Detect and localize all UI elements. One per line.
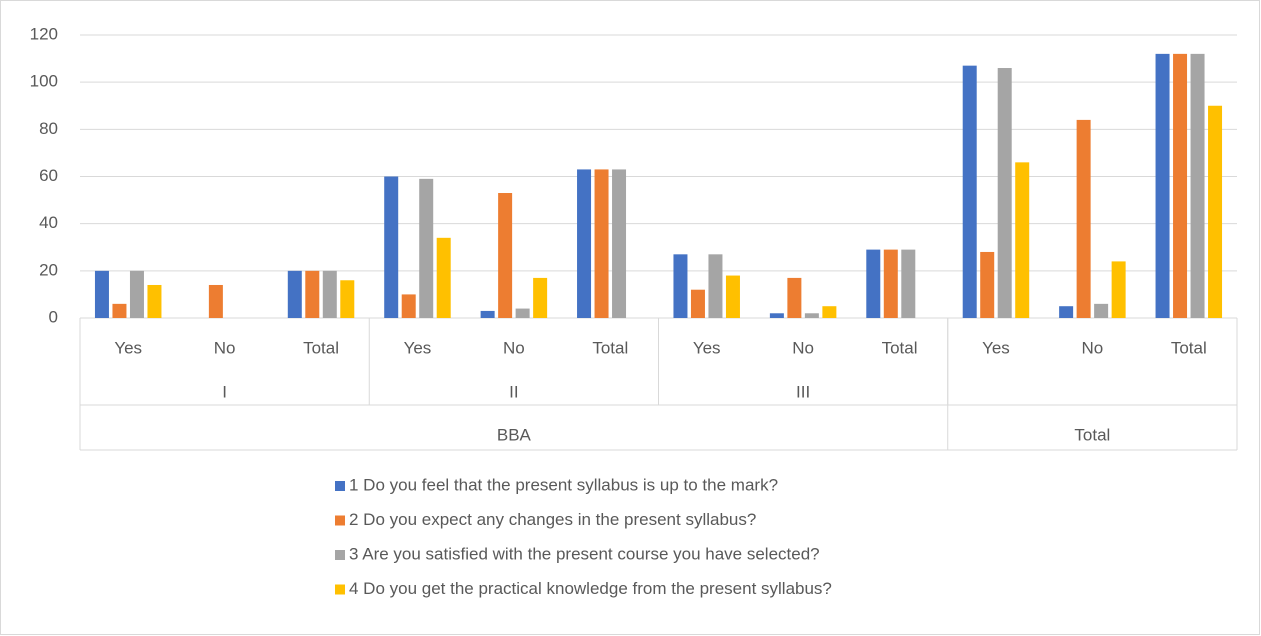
bar xyxy=(1015,162,1030,318)
legend-label: 1 Do you feel that the present syllabus … xyxy=(349,475,778,494)
bar xyxy=(769,313,784,318)
category-label: Yes xyxy=(114,338,142,357)
bar xyxy=(997,68,1012,319)
bar xyxy=(1155,53,1170,318)
category-label: No xyxy=(792,338,814,357)
bar xyxy=(725,275,740,318)
bar xyxy=(1111,261,1126,318)
bar xyxy=(980,251,995,318)
category-label: Yes xyxy=(693,338,721,357)
bar xyxy=(1173,53,1188,318)
bar xyxy=(208,284,223,318)
y-tick-label: 60 xyxy=(39,166,58,185)
category-label: Total xyxy=(592,338,628,357)
bar xyxy=(419,178,434,318)
category-label: Total xyxy=(1171,338,1207,357)
bar xyxy=(340,280,355,318)
bar xyxy=(147,284,162,318)
bar xyxy=(612,169,627,318)
category-label: No xyxy=(214,338,236,357)
category-label: II xyxy=(509,382,518,401)
legend-swatch xyxy=(335,584,345,595)
category-label: No xyxy=(503,338,525,357)
legend-swatch xyxy=(335,481,345,491)
category-label: Total xyxy=(303,338,339,357)
bar xyxy=(883,249,898,318)
bar xyxy=(673,254,688,318)
bar xyxy=(866,249,881,318)
bar xyxy=(690,289,705,318)
bar xyxy=(287,270,302,318)
bar xyxy=(822,306,837,318)
category-label: I xyxy=(222,382,227,401)
bar xyxy=(1190,53,1205,318)
bar xyxy=(1059,306,1074,318)
y-tick-label: 120 xyxy=(30,24,58,43)
bar xyxy=(515,308,530,318)
y-tick-label: 40 xyxy=(39,213,58,232)
bar xyxy=(384,176,399,318)
category-label: No xyxy=(1082,338,1104,357)
bar xyxy=(804,313,819,318)
category-label: BBA xyxy=(497,425,532,444)
category-label: Yes xyxy=(404,338,432,357)
bar xyxy=(436,237,451,318)
bar xyxy=(498,193,513,318)
bar xyxy=(305,270,320,318)
y-tick-label: 20 xyxy=(39,260,58,279)
category-label: III xyxy=(796,382,810,401)
category-label: Total xyxy=(882,338,918,357)
bar xyxy=(480,310,495,318)
bar xyxy=(787,277,802,318)
bar xyxy=(401,294,416,318)
category-label: Yes xyxy=(982,338,1010,357)
bar xyxy=(708,254,723,318)
bar xyxy=(129,270,144,318)
y-tick-label: 100 xyxy=(30,72,58,91)
legend-label: 3 Are you satisfied with the present cou… xyxy=(349,544,820,563)
bar xyxy=(533,277,548,318)
bar xyxy=(1094,303,1109,318)
legend-swatch xyxy=(335,515,345,526)
legend-label: 4 Do you get the practical knowledge fro… xyxy=(349,579,832,598)
legend-label: 2 Do you expect any changes in the prese… xyxy=(349,510,756,529)
bar xyxy=(962,65,977,319)
y-tick-label: 80 xyxy=(39,119,58,138)
bar xyxy=(1208,105,1223,318)
bar xyxy=(577,169,592,318)
bar xyxy=(1076,119,1091,319)
legend-swatch xyxy=(335,550,345,560)
bar xyxy=(901,249,916,318)
bar xyxy=(94,270,109,318)
bar xyxy=(322,270,337,318)
bar xyxy=(594,169,609,318)
category-label: Total xyxy=(1074,425,1110,444)
bar xyxy=(112,303,127,318)
y-tick-label: 0 xyxy=(49,307,58,326)
